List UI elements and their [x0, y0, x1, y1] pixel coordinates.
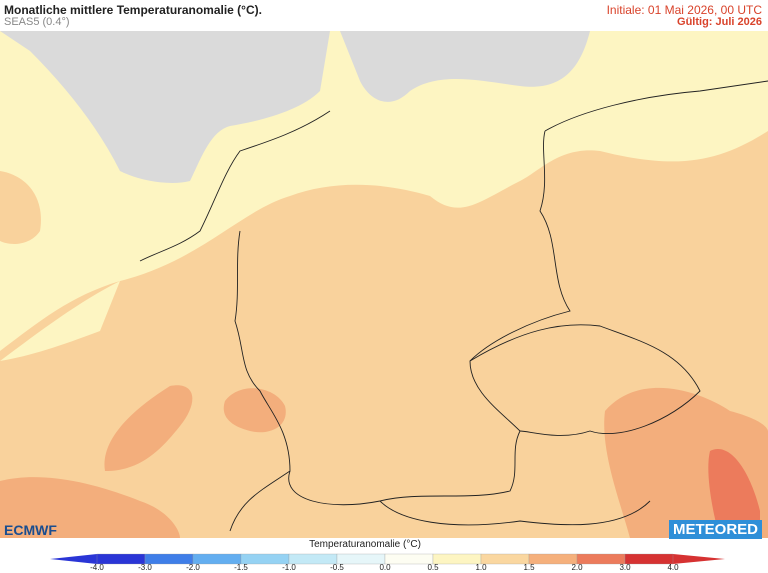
- legend-title: Temperaturanomalie (°C): [309, 539, 421, 550]
- legend-tick-label: 4.0: [667, 563, 679, 572]
- legend-tick-label: -0.5: [330, 563, 344, 572]
- legend-swatch: [528, 553, 578, 565]
- color-legend: Temperaturanomalie (°C) -4.0 -3.0 -2.0 -1.5…: [50, 539, 725, 572]
- meteored-logo: METEORED: [668, 520, 762, 539]
- legend-under: [50, 554, 97, 564]
- model-name: SEAS5 (0.4°): [4, 16, 70, 28]
- legend-tick-label: 0.0: [379, 563, 391, 572]
- legend-over: [673, 554, 725, 564]
- legend-tick-label: 1.0: [475, 563, 487, 572]
- legend-tick-label: 1.5: [523, 563, 535, 572]
- init-time: Initiale: 01 Mai 2026, 00 UTC: [606, 3, 762, 17]
- valid-time: Gültig: Juli 2026: [677, 16, 762, 28]
- legend-swatch: [384, 553, 434, 565]
- legend-tick-label: 2.0: [571, 563, 583, 572]
- legend-tick-label: -3.0: [138, 563, 152, 572]
- legend-tick-label: -2.0: [186, 563, 200, 572]
- legend-tick-label: -1.0: [282, 563, 296, 572]
- legend-tick-label: -4.0: [90, 563, 104, 572]
- legend-tick-label: -1.5: [234, 563, 248, 572]
- legend-swatch: [480, 553, 530, 565]
- map: [0, 31, 768, 538]
- legend-tick-label: 0.5: [427, 563, 439, 572]
- legend-swatch: [432, 553, 482, 565]
- map-title: Monatliche mittlere Temperaturanomalie (…: [4, 3, 262, 17]
- legend-tick-label: 3.0: [619, 563, 631, 572]
- legend-swatch: [336, 553, 386, 565]
- legend-swatch: [624, 553, 674, 565]
- legend-swatch: [576, 553, 626, 565]
- ecmwf-logo: ECMWF: [4, 522, 57, 538]
